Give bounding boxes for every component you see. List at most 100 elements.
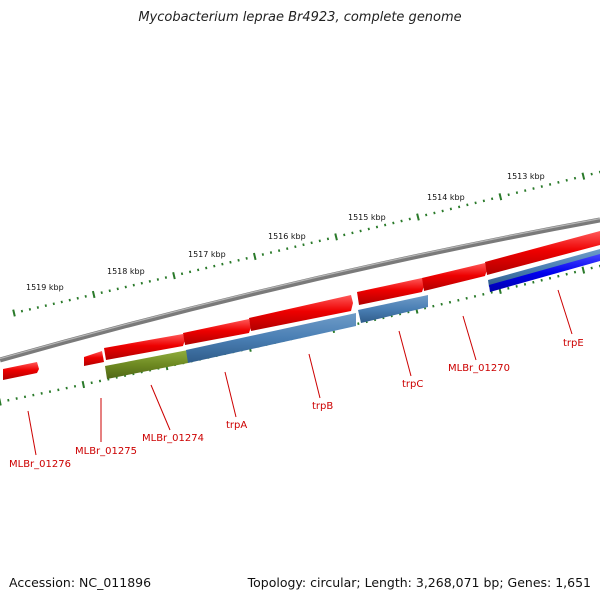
inner-minor-tick — [573, 270, 577, 274]
outer-tick-ring — [12, 170, 600, 317]
inner-minor-tick — [440, 302, 443, 306]
outer-minor-tick — [590, 172, 593, 176]
inner-minor-tick — [540, 278, 543, 282]
inner-minor-tick — [548, 276, 552, 280]
outer-minor-tick — [188, 270, 192, 274]
feature-blue-bar[interactable] — [489, 254, 600, 292]
outer-minor-tick — [367, 227, 370, 231]
inner-minor-tick — [48, 390, 52, 393]
gene-label-trpC[interactable]: trpC — [402, 379, 423, 390]
outer-minor-tick — [375, 225, 379, 229]
gene-leader-lines — [27, 289, 573, 456]
gene-trpE-cds[interactable] — [485, 231, 600, 275]
genome-summary-text: Topology: circular; Length: 3,268,071 bp… — [247, 575, 591, 590]
outer-major-tick — [12, 309, 16, 317]
outer-minor-tick — [548, 183, 552, 186]
gene-label-mlbr01270[interactable]: MLBr_01270 — [448, 363, 510, 374]
inner-minor-tick — [557, 274, 560, 278]
gene-mlbr01274-cds[interactable] — [104, 334, 185, 360]
tick-label-1516: 1516 kbp — [268, 232, 306, 241]
tick-label-1519: 1519 kbp — [26, 283, 64, 292]
outer-minor-tick — [221, 262, 224, 266]
outer-minor-tick — [540, 185, 543, 188]
inner-minor-tick — [515, 284, 518, 288]
genome-title: Mycobacterium leprae Br4923, complete ge… — [138, 10, 462, 25]
gene-mlbr01270-cds[interactable] — [422, 263, 487, 291]
outer-minor-tick — [524, 189, 527, 192]
inner-minor-tick — [98, 379, 102, 383]
outer-minor-tick — [425, 213, 428, 217]
outer-major-tick — [91, 290, 96, 299]
outer-minor-tick — [573, 176, 577, 180]
forward-strand-genes — [3, 231, 600, 380]
outer-minor-tick — [20, 309, 24, 313]
inner-minor-tick — [448, 300, 452, 304]
outer-major-tick — [416, 213, 420, 221]
outer-minor-tick — [384, 223, 387, 227]
outer-minor-tick — [449, 207, 453, 211]
feature-steelblue-bar-1[interactable] — [186, 313, 356, 363]
feature-steelblue-bar-2[interactable] — [358, 295, 428, 323]
outer-minor-tick — [213, 264, 216, 268]
inner-major-tick — [81, 380, 86, 389]
outer-minor-tick — [237, 258, 240, 262]
inner-minor-tick — [507, 286, 510, 290]
outer-major-tick — [252, 252, 257, 261]
gene-trpC-cds[interactable] — [357, 278, 424, 305]
tick-label-1513: 1513 kbp — [507, 172, 545, 181]
outer-minor-tick — [269, 251, 273, 254]
gene-trpA-cds[interactable] — [183, 319, 251, 345]
outer-minor-tick — [124, 285, 127, 289]
gene-label-trpA[interactable]: trpA — [226, 420, 247, 431]
outer-minor-tick — [433, 211, 436, 215]
inner-minor-tick — [590, 266, 593, 270]
outer-minor-tick — [277, 249, 281, 252]
inner-minor-tick — [457, 298, 460, 302]
outer-minor-tick — [156, 278, 160, 281]
inner-minor-tick — [523, 282, 527, 286]
feature-bars — [105, 249, 600, 379]
accession-text: Accession: NC_011896 — [9, 575, 152, 590]
outer-minor-tick — [400, 219, 403, 223]
gene-trpB-cds[interactable] — [249, 295, 353, 331]
outer-minor-tick — [261, 253, 265, 256]
gene-label-mlbr01276[interactable]: MLBr_01276 — [9, 459, 71, 470]
gene-mlbr01276-cds[interactable] — [3, 362, 39, 380]
outer-major-tick — [581, 172, 586, 180]
outer-minor-tick — [532, 187, 535, 190]
gene-labels: MLBr_01276 MLBr_01275 MLBr_01274 trpA tr… — [9, 338, 584, 470]
inner-minor-tick — [357, 322, 360, 326]
outer-major-tick — [172, 272, 176, 280]
outer-minor-tick — [351, 231, 354, 235]
outer-minor-tick — [318, 239, 321, 243]
gene-mlbr01275-cds[interactable] — [84, 351, 104, 366]
outer-minor-tick — [457, 205, 461, 209]
inner-major-tick — [581, 266, 586, 274]
gene-label-mlbr01275[interactable]: MLBr_01275 — [75, 446, 137, 457]
outer-minor-tick — [68, 298, 71, 302]
outer-minor-tick — [490, 197, 494, 201]
outer-minor-tick — [294, 245, 297, 249]
outer-minor-tick — [343, 233, 346, 237]
outer-minor-tick — [180, 272, 184, 276]
inner-minor-tick — [473, 294, 477, 298]
outer-minor-tick — [557, 180, 560, 184]
outer-minor-tick — [76, 296, 79, 300]
outer-minor-tick — [482, 199, 486, 203]
tick-label-1518: 1518 kbp — [107, 267, 145, 276]
outer-minor-tick — [108, 289, 111, 293]
outer-minor-tick — [565, 178, 568, 182]
outer-minor-tick — [36, 306, 40, 309]
outer-minor-tick — [205, 266, 208, 270]
outer-minor-tick — [164, 276, 168, 279]
outer-minor-tick — [116, 287, 119, 291]
gene-label-trpB[interactable]: trpB — [312, 401, 333, 412]
inner-minor-tick — [465, 296, 468, 300]
outer-minor-tick — [100, 291, 103, 294]
gene-label-mlbr01274[interactable]: MLBr_01274 — [142, 433, 204, 444]
feature-olive-bar[interactable] — [105, 350, 188, 379]
outer-minor-tick — [148, 279, 151, 283]
gene-label-trpE[interactable]: trpE — [563, 338, 584, 349]
outer-minor-tick — [286, 247, 289, 251]
